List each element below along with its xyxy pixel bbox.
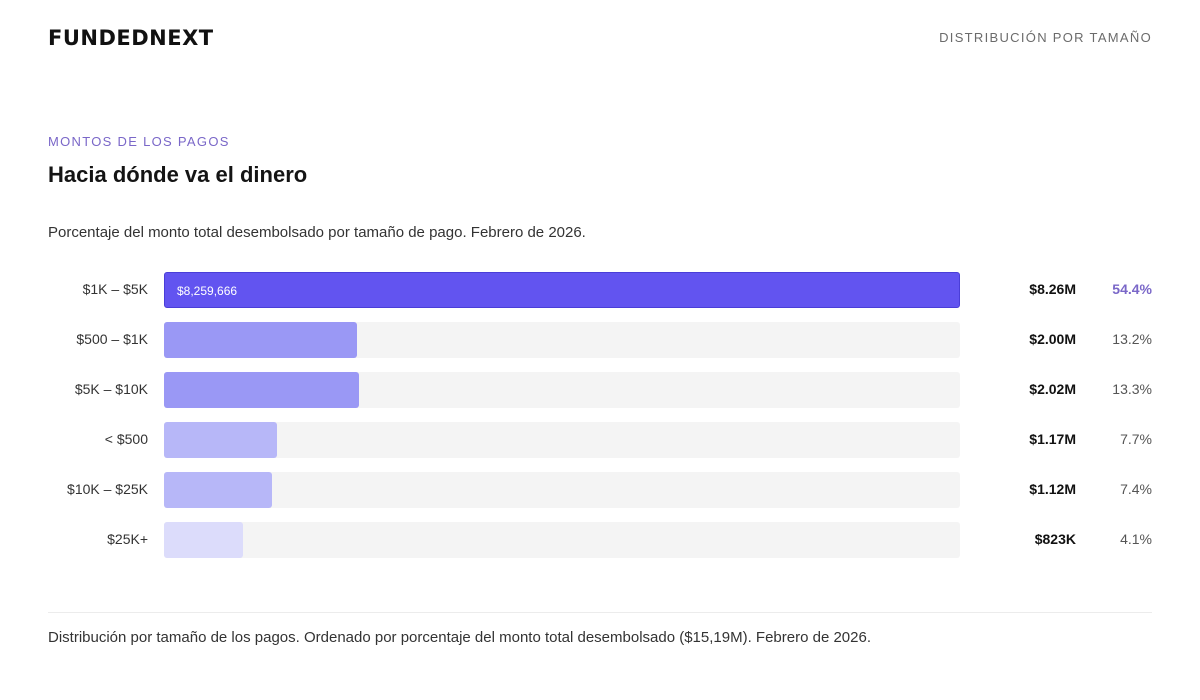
bar-chart: $1K – $5K $8,259,666 $8.26M 54.4% $500 – $1K… bbox=[0, 272, 1200, 562]
bar-row: $10K – $25K $1.12M 7.4% bbox=[0, 472, 1200, 508]
eyebrow-label: MONTOS DE LOS PAGOS bbox=[48, 134, 230, 149]
category-label: $1K – $5K bbox=[82, 281, 148, 297]
percent-label: 7.7% bbox=[1120, 431, 1152, 447]
percent-label: 4.1% bbox=[1120, 531, 1152, 547]
percent-label: 13.3% bbox=[1112, 381, 1152, 397]
bar-track: $8,259,666 bbox=[164, 272, 960, 308]
bar-row: $25K+ $823K 4.1% bbox=[0, 522, 1200, 558]
bar-track bbox=[164, 522, 960, 558]
category-label: $25K+ bbox=[107, 531, 148, 547]
bar-row: $500 – $1K $2.00M 13.2% bbox=[0, 322, 1200, 358]
divider bbox=[48, 612, 1152, 613]
bar-track bbox=[164, 322, 960, 358]
chart-subtitle: Porcentaje del monto total desembolsado … bbox=[48, 224, 586, 241]
bar-inline-label: $8,259,666 bbox=[177, 284, 238, 298]
chart-title: Hacia dónde va el dinero bbox=[48, 162, 308, 187]
bar-row: $1K – $5K $8,259,666 $8.26M 54.4% bbox=[0, 272, 1200, 308]
value-label: $8.26M bbox=[1029, 281, 1076, 297]
bar: $8,259,666 bbox=[164, 272, 960, 308]
percent-label: 54.4% bbox=[1112, 281, 1152, 297]
value-label: $2.00M bbox=[1029, 331, 1076, 347]
bar-track bbox=[164, 472, 960, 508]
bar-track bbox=[164, 372, 960, 408]
value-label: $2.02M bbox=[1029, 381, 1076, 397]
bar bbox=[164, 372, 359, 408]
category-label: $500 – $1K bbox=[76, 331, 148, 347]
chart-footnote: Distribución por tamaño de los pagos. Or… bbox=[48, 629, 871, 646]
header: FUNDEDNEXT DISTRIBUCIÓN POR TAMAÑO bbox=[48, 24, 1152, 52]
bar bbox=[164, 322, 357, 358]
bar-row: < $500 $1.17M 7.7% bbox=[0, 422, 1200, 458]
bar-row: $5K – $10K $2.02M 13.3% bbox=[0, 372, 1200, 408]
section-tag: DISTRIBUCIÓN POR TAMAÑO bbox=[939, 30, 1152, 45]
percent-label: 13.2% bbox=[1112, 331, 1152, 347]
value-label: $1.12M bbox=[1029, 481, 1076, 497]
brand-logo: FUNDEDNEXT bbox=[48, 26, 214, 50]
bar bbox=[164, 522, 243, 558]
category-label: $5K – $10K bbox=[74, 381, 148, 397]
bar bbox=[164, 472, 272, 508]
category-label: $10K – $25K bbox=[67, 481, 148, 497]
value-label: $1.17M bbox=[1029, 431, 1076, 447]
value-label: $823K bbox=[1034, 531, 1076, 547]
category-label: < $500 bbox=[104, 431, 148, 447]
bar-track bbox=[164, 422, 960, 458]
percent-label: 7.4% bbox=[1120, 481, 1152, 497]
bar bbox=[164, 422, 277, 458]
